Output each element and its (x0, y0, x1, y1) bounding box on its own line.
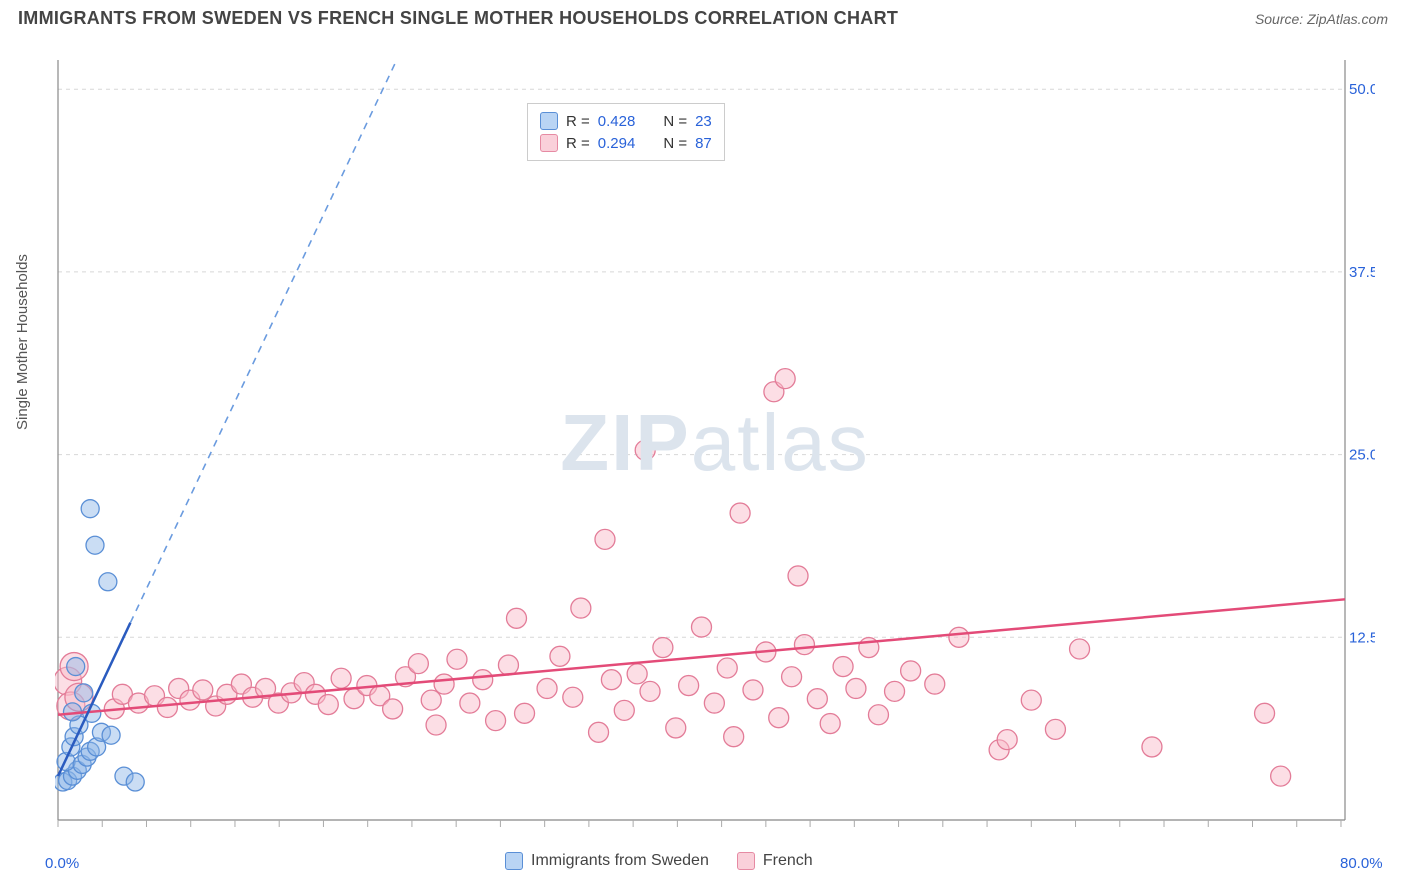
legend-row-pink: R = 0.294 N = 87 (540, 132, 712, 154)
svg-text:50.0%: 50.0% (1349, 81, 1375, 98)
chart-svg: 12.5% 25.0% 37.5% 50.0% (55, 48, 1375, 838)
series-legend: Immigrants from Sweden French (505, 852, 813, 870)
legend-swatch-pink (540, 134, 558, 152)
legend-row-blue: R = 0.428 N = 23 (540, 110, 712, 132)
legend-item-french: French (737, 852, 813, 870)
legend-swatch-pink-icon (737, 852, 755, 870)
chart-title: IMMIGRANTS FROM SWEDEN VS FRENCH SINGLE … (18, 8, 898, 29)
scatter-chart: 12.5%25.0%37.5%50.0% ZIPatlas R = 0.428 … (55, 48, 1375, 838)
legend-swatch-blue (540, 112, 558, 130)
x-axis-end-label: 80.0% (1340, 855, 1383, 872)
x-axis-start-label: 0.0% (45, 855, 79, 872)
svg-text:25.0%: 25.0% (1349, 447, 1375, 464)
legend-swatch-blue-icon (505, 852, 523, 870)
source-attribution: Source: ZipAtlas.com (1255, 11, 1388, 27)
y-axis-label: Single Mother Households (14, 254, 31, 430)
svg-text:12.5%: 12.5% (1349, 629, 1375, 646)
legend-item-sweden: Immigrants from Sweden (505, 852, 709, 870)
correlation-legend: R = 0.428 N = 23 R = 0.294 N = 87 (527, 103, 725, 161)
svg-text:37.5%: 37.5% (1349, 264, 1375, 281)
